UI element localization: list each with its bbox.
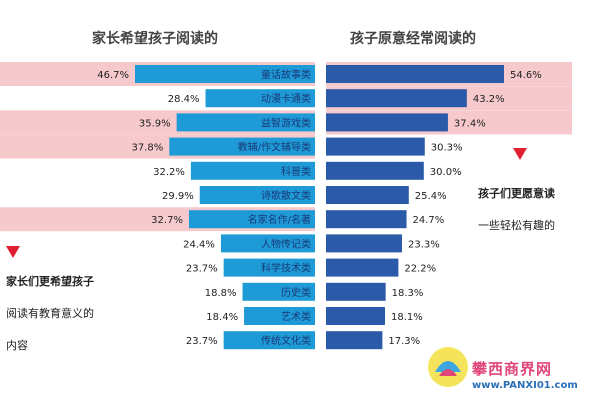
right-annotation: 孩子们更愿意读 一些轻松有趣的 bbox=[478, 170, 555, 250]
category-label: 名家名作/名著 bbox=[248, 213, 311, 226]
right-value-label: 43.2% bbox=[473, 94, 505, 105]
left-bar bbox=[135, 65, 315, 83]
left-value-label: 32.7% bbox=[151, 215, 183, 226]
right-bar bbox=[326, 161, 424, 180]
right-value-label: 30.0% bbox=[430, 167, 462, 178]
category-label: 传统文化类 bbox=[261, 334, 311, 347]
category-label: 科学技术类 bbox=[261, 262, 311, 275]
left-bar bbox=[199, 186, 315, 204]
left-value-label: 37.8% bbox=[132, 143, 164, 154]
left-bar bbox=[244, 307, 315, 325]
left-annotation-line1: 家长们更希望孩子 bbox=[6, 275, 94, 288]
left-value-label: 23.7% bbox=[186, 336, 218, 347]
right-bar bbox=[326, 210, 407, 229]
left-bar bbox=[220, 234, 315, 253]
right-value-label: 54.6% bbox=[510, 70, 542, 81]
left-panel-title: 家长希望孩子阅读的 bbox=[92, 31, 218, 47]
left-value-label: 18.8% bbox=[205, 288, 237, 299]
category-label: 教辅/作文辅导类 bbox=[238, 141, 311, 154]
right-bar bbox=[326, 137, 425, 156]
left-value-label: 32.2% bbox=[153, 167, 185, 178]
right-bar bbox=[326, 113, 448, 132]
watermark-url: www.PANXI01.com bbox=[472, 380, 578, 391]
right-marker-icon bbox=[513, 148, 527, 160]
category-label: 历史类 bbox=[281, 286, 311, 299]
right-value-label: 37.4% bbox=[454, 118, 486, 129]
right-value-label: 25.4% bbox=[415, 191, 447, 202]
right-annotation-line1: 孩子们更愿意读 bbox=[478, 187, 555, 200]
right-value-label: 22.2% bbox=[404, 264, 436, 275]
left-value-label: 35.9% bbox=[139, 118, 171, 129]
right-value-label: 18.3% bbox=[392, 288, 424, 299]
left-value-label: 18.4% bbox=[206, 312, 238, 323]
left-bar bbox=[169, 137, 315, 156]
category-label: 诗歌散文类 bbox=[261, 189, 311, 202]
left-annotation: 家长们更希望孩子 阅读有教育意义的 内容 bbox=[6, 258, 94, 370]
right-panel-title: 孩子原意经常阅读的 bbox=[350, 31, 476, 47]
left-value-label: 46.7% bbox=[97, 70, 129, 81]
left-value-label: 24.4% bbox=[183, 239, 215, 250]
category-label: 益智游戏类 bbox=[261, 116, 311, 129]
watermark-logo-icon bbox=[428, 347, 468, 387]
left-annotation-line2: 阅读有教育意义的 bbox=[6, 307, 94, 320]
right-bar bbox=[326, 234, 402, 253]
left-marker-icon bbox=[6, 246, 20, 258]
right-value-label: 23.3% bbox=[408, 239, 440, 250]
right-bar bbox=[326, 89, 467, 108]
right-bar bbox=[326, 307, 386, 325]
left-bar bbox=[205, 89, 315, 108]
left-bar bbox=[223, 258, 315, 277]
left-bar bbox=[176, 113, 315, 132]
right-bar bbox=[326, 65, 504, 83]
left-bar bbox=[190, 161, 315, 180]
right-annotation-line2: 一些轻松有趣的 bbox=[478, 219, 555, 232]
left-value-label: 28.4% bbox=[168, 94, 200, 105]
right-value-label: 18.1% bbox=[391, 312, 423, 323]
left-bar bbox=[223, 331, 315, 350]
left-value-label: 29.9% bbox=[162, 191, 194, 202]
category-label: 人物传记类 bbox=[261, 237, 311, 250]
right-bar bbox=[326, 331, 383, 350]
right-bar bbox=[326, 282, 386, 301]
left-bar bbox=[188, 210, 315, 229]
watermark-text: 攀西商界网 bbox=[472, 360, 553, 378]
right-bar bbox=[326, 258, 399, 277]
right-value-label: 24.7% bbox=[413, 215, 445, 226]
category-label: 科普类 bbox=[281, 165, 311, 178]
left-value-label: 23.7% bbox=[186, 264, 218, 275]
right-bar bbox=[326, 186, 409, 204]
right-value-label: 30.3% bbox=[431, 143, 463, 154]
left-bar bbox=[242, 282, 315, 301]
category-label: 艺术类 bbox=[281, 310, 311, 323]
right-value-label: 17.3% bbox=[388, 336, 420, 347]
category-label: 动漫卡通类 bbox=[261, 92, 311, 105]
left-annotation-line3: 内容 bbox=[6, 339, 28, 352]
category-label: 童话故事类 bbox=[261, 68, 311, 81]
